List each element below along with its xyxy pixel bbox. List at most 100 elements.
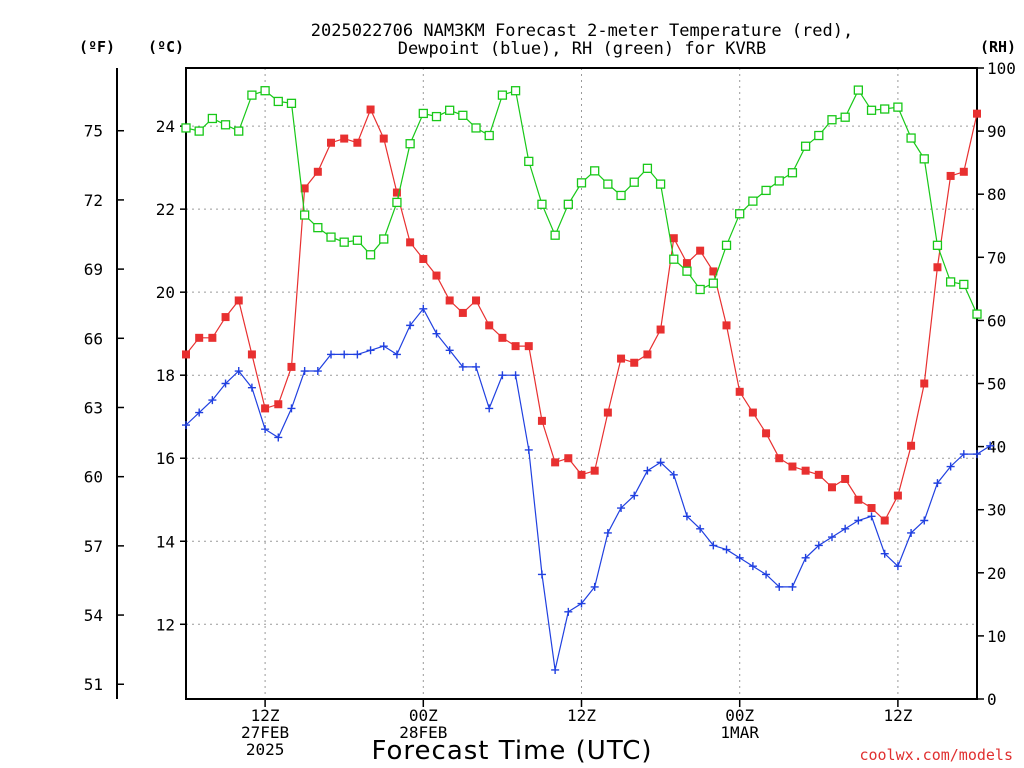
- dewpoint-point: [959, 450, 968, 459]
- dewpoint-point: [221, 379, 230, 388]
- temperature-point: [867, 504, 876, 513]
- dewpoint-point: [669, 470, 678, 479]
- temperature-point: [973, 109, 981, 118]
- rh-point: [379, 234, 389, 244]
- rh-point: [735, 209, 745, 219]
- temperature-point: [854, 495, 863, 504]
- temperature-point: [762, 429, 771, 438]
- rh-point: [682, 266, 692, 276]
- dewpoint-point: [735, 553, 744, 562]
- dewpoint-point: [366, 346, 375, 355]
- temperature-point: [722, 321, 731, 330]
- series-layer: [181, 85, 995, 674]
- temperature-point: [946, 171, 955, 180]
- dewpoint-point: [234, 367, 243, 376]
- temperature-point: [511, 342, 520, 351]
- temperature-point: [564, 454, 573, 463]
- rh-tick-label: 70: [987, 248, 1006, 267]
- rh-point: [510, 86, 521, 96]
- dewpoint-point: [656, 458, 665, 467]
- dewpoint-point: [406, 321, 415, 330]
- dewpoint-point: [511, 371, 520, 380]
- rh-point: [800, 141, 811, 151]
- rh-point: [761, 185, 771, 196]
- temperature-point: [735, 387, 744, 396]
- temperature-point: [208, 333, 217, 342]
- rh-point: [603, 179, 613, 189]
- rh-point: [286, 98, 297, 108]
- rh-point: [563, 199, 573, 209]
- rh-point: [181, 123, 191, 133]
- time-tick-label: 00Z: [725, 706, 754, 725]
- dewpoint-point: [920, 516, 929, 525]
- temperature-point: [617, 354, 626, 363]
- rh-point: [972, 309, 982, 319]
- rh-tick-label: 80: [987, 185, 1006, 204]
- celsius-tick-label: 12: [156, 615, 175, 634]
- temperature-point: [221, 313, 230, 322]
- dewpoint-point: [472, 362, 481, 371]
- temperature-point: [907, 441, 916, 450]
- x-axis-title: Forecast Time (UTC): [371, 736, 652, 766]
- temperature-point: [340, 134, 349, 143]
- rh-point: [405, 139, 415, 149]
- temperature-point: [669, 234, 678, 243]
- celsius-tick-label: 20: [156, 283, 175, 302]
- rh-tick-label: 0: [987, 690, 997, 709]
- time-tick-label: 1MAR: [720, 723, 759, 742]
- rh-tick-label: 30: [987, 501, 1006, 520]
- rh-point: [708, 278, 718, 288]
- temperature-point: [458, 308, 467, 317]
- dewpoint-point: [274, 433, 283, 442]
- rh-point: [418, 108, 428, 119]
- dewpoint-point: [458, 362, 467, 371]
- dewpoint-point: [287, 404, 296, 413]
- rh-point: [642, 163, 653, 173]
- dewpoint-point: [261, 425, 270, 434]
- fahrenheit-tick-label: 75: [84, 122, 103, 141]
- temperature-point: [814, 470, 823, 479]
- dewpoint-point: [775, 582, 784, 591]
- temperature-point: [419, 254, 428, 263]
- dewpoint-point: [419, 304, 428, 313]
- dewpoint-point: [432, 329, 441, 338]
- rh-point: [616, 190, 626, 201]
- rh-point: [220, 120, 231, 130]
- rh-point: [431, 111, 442, 122]
- rh-point: [655, 179, 666, 189]
- dewpoint-point: [327, 350, 336, 359]
- rh-point: [695, 284, 705, 295]
- temperature-point: [445, 296, 454, 305]
- rh-point: [234, 126, 244, 136]
- temperature-point: [392, 188, 401, 197]
- rh-point: [629, 177, 639, 187]
- dewpoint-point: [893, 562, 902, 571]
- rh-point: [880, 104, 890, 114]
- temperature-point: [300, 184, 309, 193]
- rh-tick-label: 20: [987, 564, 1006, 583]
- temperature-point: [182, 350, 190, 359]
- temperature-point: [472, 296, 481, 305]
- celsius-tick-label: 24: [156, 117, 175, 136]
- rh-point: [590, 166, 600, 176]
- time-tick-label: 28FEB: [399, 723, 447, 742]
- dewpoint-point: [854, 516, 863, 525]
- dewpoint-point: [300, 367, 309, 376]
- dewpoint-point: [762, 570, 771, 579]
- temperature-point: [313, 167, 322, 176]
- temperature-point: [841, 474, 850, 483]
- dewpoint-point: [524, 445, 533, 454]
- rh-point: [352, 235, 363, 245]
- temperature-point: [234, 296, 243, 305]
- rh-point: [497, 90, 508, 100]
- rh-point: [299, 210, 310, 220]
- rh-point: [524, 156, 534, 167]
- temperature-point: [247, 350, 256, 359]
- rh-point: [207, 113, 218, 124]
- temperature-point: [788, 462, 797, 471]
- fahrenheit-tick-label: 57: [84, 537, 103, 556]
- temperature-point: [682, 259, 691, 268]
- celsius-tick-label: 16: [156, 449, 175, 468]
